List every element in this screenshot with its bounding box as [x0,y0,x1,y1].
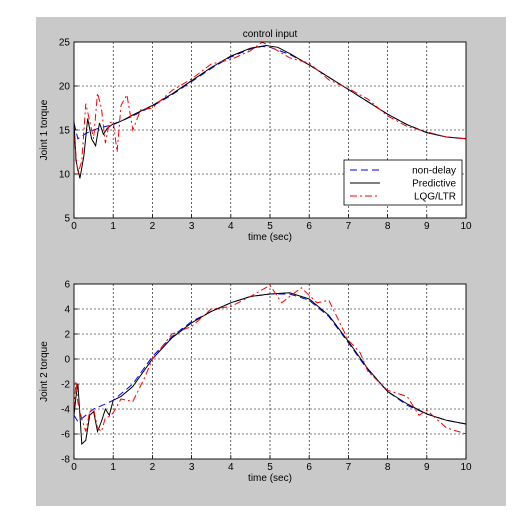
y-tick-label: -4 [61,405,70,416]
x-axis-label: time (sec) [248,473,292,484]
series-line-lqg-ltr [73,284,467,435]
x-tick-label: 2 [150,221,156,232]
y-tick-label: 20 [59,82,71,93]
legend-label: Predictive [412,179,456,190]
x-tick-label: 1 [110,462,116,473]
legend-label: LQG/LTR [414,192,456,203]
legend-box [343,159,463,206]
y-tick-label: 4 [64,305,70,316]
y-axis-label: Joint 2 torque [39,341,50,402]
x-axis-label: time (sec) [248,232,292,243]
series-line-predictive [73,44,467,179]
x-tick-label: 0 [71,462,77,473]
chart-title: control input [243,29,298,40]
y-tick-label: 25 [59,38,71,49]
x-tick-label: 5 [267,462,273,473]
axes-frame [73,283,467,460]
y-tick-label: 2 [64,330,70,341]
y-tick-label: 5 [64,214,70,225]
y-tick-label: 10 [59,170,71,181]
x-tick-label: 9 [424,462,430,473]
x-tick-label: 10 [460,221,472,232]
y-tick-label: 0 [64,355,70,366]
legend: non-delay Predictive LQG/LTR [343,159,463,206]
x-tick-label: 7 [346,462,352,473]
y-tick-label: 15 [59,126,71,137]
x-tick-label: 4 [228,221,234,232]
x-tick-label: 1 [110,221,116,232]
y-tick-label: -2 [61,380,70,391]
x-tick-label: 4 [228,462,234,473]
plot-joint2-torque: 0 1 2 3 4 5 6 7 8 9 10 -8 -6 -4 -2 0 2 4 6 time (sec) Joint … [39,280,472,485]
axes-frame [73,41,467,219]
y-tick-label: -8 [61,455,70,466]
x-tick-label: 10 [460,462,472,473]
x-tick-label: 3 [189,462,195,473]
x-tick-label: 8 [385,462,391,473]
x-tick-label: 5 [267,221,273,232]
y-axis-label: Joint 1 torque [39,99,50,160]
x-tick-label: 3 [189,221,195,232]
x-tick-label: 8 [385,221,391,232]
legend-label: non-delay [412,166,456,177]
series-line-lqg-ltr [73,41,467,175]
x-tick-label: 9 [424,221,430,232]
x-tick-label: 7 [346,221,352,232]
x-tick-label: 6 [306,221,312,232]
x-tick-label: 0 [71,221,77,232]
x-tick-label: 2 [150,462,156,473]
series-line-predictive [73,292,467,446]
x-tick-label: 6 [306,462,312,473]
y-tick-label: 6 [64,280,70,291]
y-tick-label: -6 [61,430,70,441]
plot-joint1-torque: 0 1 2 3 4 5 6 7 8 9 10 5 10 15 20 25 control input time (… [39,29,472,243]
